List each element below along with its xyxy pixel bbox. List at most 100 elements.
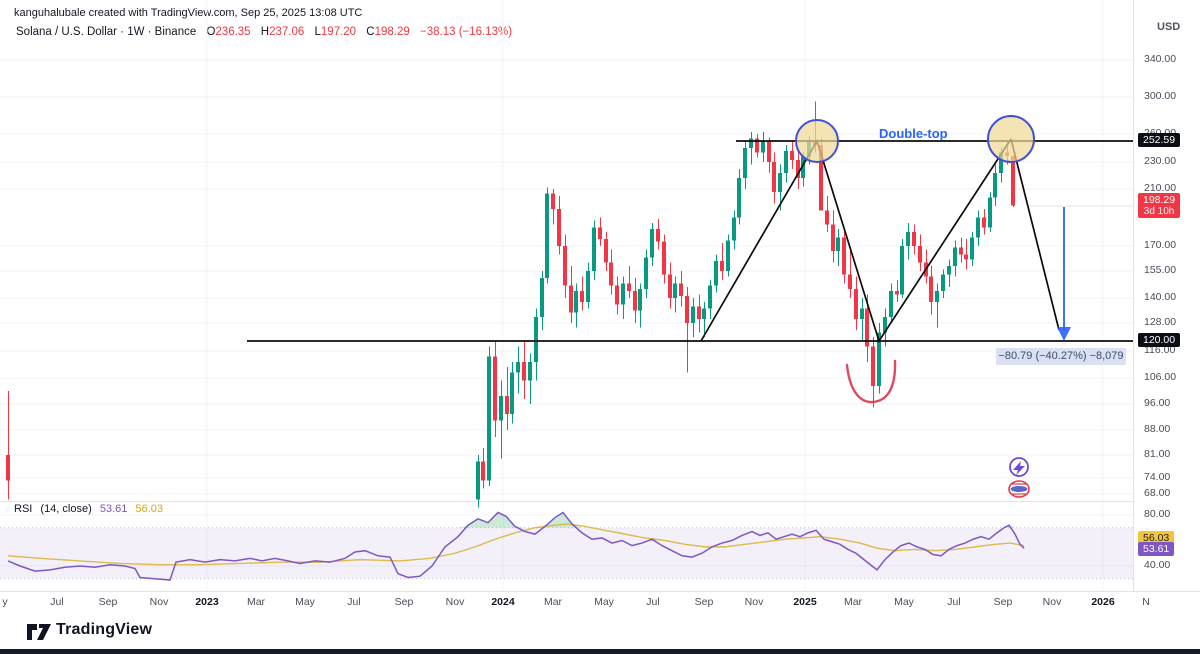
candle-body — [609, 262, 613, 286]
candle-body — [743, 148, 747, 179]
candle-body — [999, 152, 1003, 173]
time-tick-label: Nov — [149, 596, 169, 608]
candle-body — [720, 261, 724, 271]
candle-body — [528, 361, 532, 381]
price-tick-label: 128.00 — [1144, 316, 1177, 328]
candle-body — [900, 246, 904, 295]
time-tick-label: Jul — [646, 596, 660, 608]
candle-body — [644, 257, 648, 289]
brand-name[interactable]: TradingView — [56, 621, 153, 638]
candle-body — [790, 150, 794, 161]
rsi-tick-label: 40.00 — [1144, 559, 1171, 571]
time-tick-label: May — [295, 596, 315, 608]
candle-body — [737, 178, 741, 218]
rsi-title: RSI — [14, 503, 33, 515]
candle-body — [604, 238, 608, 263]
candle-body — [947, 266, 951, 275]
time-axis[interactable]: y Jul Sep Nov 2023 Mar May Jul Sep Nov 2024 Mar May J… — [0, 591, 1200, 613]
candle-body — [732, 217, 736, 241]
candle-body — [825, 210, 829, 225]
ohlc-low: L197.20 — [314, 26, 357, 38]
resistance-price-badge: 252.59 — [1138, 133, 1181, 147]
time-tick-label: 2024 — [491, 596, 515, 608]
candle-body — [935, 290, 939, 303]
rsi-band — [0, 527, 1133, 579]
sticker-icons[interactable] — [1008, 457, 1030, 498]
candle-body — [481, 461, 485, 481]
time-tick-label: 2023 — [195, 596, 219, 608]
breakdown-trendline[interactable] — [1010, 138, 1060, 331]
price-tick-label: 340.00 — [1144, 53, 1177, 65]
price-tick-label: 74.00 — [1144, 471, 1171, 483]
candle-body — [615, 285, 619, 305]
chart-canvas[interactable] — [0, 0, 1200, 612]
candle-body — [784, 150, 788, 173]
double-top-annotation[interactable]: Double-top — [879, 126, 948, 141]
time-tick-label: Nov — [744, 596, 764, 608]
price-range-label[interactable]: −80.79 (−40.27%) −8,079 — [996, 348, 1126, 365]
double-top-trendline[interactable] — [700, 138, 1012, 343]
time-tick-label: 2026 — [1091, 596, 1115, 608]
candle-body — [767, 141, 771, 162]
candle-body — [755, 138, 759, 153]
user-drawings[interactable] — [247, 115, 1133, 404]
rsi-value-main: 53.61 — [99, 503, 128, 515]
bottom-arc-drawing[interactable] — [845, 359, 897, 404]
symbol-name[interactable]: Solana / U.S. Dollar · 1W · Binance — [16, 26, 197, 38]
time-tick-label: Mar — [246, 596, 266, 608]
rsi-main-badge: 53.61 — [1138, 542, 1175, 556]
top-highlight-circle-1[interactable] — [795, 119, 839, 163]
energy-cycle-icon[interactable] — [1009, 457, 1029, 477]
candle-body — [906, 231, 910, 246]
candle-body — [505, 396, 509, 414]
time-tick-label: Jul — [347, 596, 361, 608]
rsi-params: (14, close) — [40, 503, 92, 515]
ohlc-close: C198.29 — [366, 26, 410, 38]
candle-body — [493, 356, 497, 421]
candle-body — [778, 172, 782, 192]
candle-body — [982, 217, 986, 228]
candle-body — [627, 283, 631, 291]
ohlc-high: H237.06 — [260, 26, 305, 38]
time-tick-label: Sep — [98, 596, 118, 608]
price-tick-label: 170.00 — [1144, 239, 1177, 251]
symbol-row[interactable]: Solana / U.S. Dollar · 1W · Binance O236… — [16, 26, 512, 38]
price-tick-label: 210.00 — [1144, 182, 1177, 194]
globe-icon[interactable] — [1008, 480, 1030, 498]
candle-body — [516, 361, 520, 373]
last-price-badge: 198.29 3d 10h — [1138, 193, 1181, 218]
candle-body — [592, 227, 596, 271]
candle-body — [540, 278, 544, 317]
time-tick-label: Mar — [543, 596, 563, 608]
candle-body — [697, 306, 701, 319]
top-highlight-circle-2[interactable] — [987, 115, 1035, 163]
candle-body — [964, 254, 968, 260]
target-arrow-head — [1057, 327, 1071, 341]
candle-body — [959, 247, 963, 255]
candle-body — [679, 283, 683, 297]
candle-body — [662, 241, 666, 275]
price-tick-label: 155.00 — [1144, 264, 1177, 276]
candle-body — [988, 197, 992, 228]
rsi-indicator-legend[interactable]: RSI (14, close) 53.61 56.03 — [14, 503, 168, 515]
price-tick-label: 230.00 — [1144, 155, 1177, 167]
ohlc-open: O236.35 — [206, 26, 251, 38]
credit-line: kanguhalubale created with TradingView.c… — [14, 7, 363, 19]
rsi-pane[interactable] — [0, 511, 1133, 581]
candle-body — [761, 141, 765, 153]
tradingview-logo-icon[interactable] — [26, 620, 52, 644]
candle-body — [569, 285, 573, 313]
candle-body — [929, 276, 933, 303]
candle-body — [656, 228, 660, 242]
rsi-line[interactable] — [7, 511, 1025, 581]
candle-body — [499, 396, 503, 421]
candle-body — [545, 193, 549, 279]
candle-body — [796, 160, 800, 179]
candle-body — [557, 208, 561, 246]
candle-body — [487, 356, 491, 481]
candle-body — [993, 172, 997, 198]
price-axis[interactable]: 340.00300.00260.00230.00210.00170.00155.… — [1133, 0, 1200, 591]
price-tick-label: 81.00 — [1144, 448, 1171, 460]
candle-body — [551, 193, 555, 209]
rsi-ma-badge: 56.03 — [1138, 531, 1175, 545]
